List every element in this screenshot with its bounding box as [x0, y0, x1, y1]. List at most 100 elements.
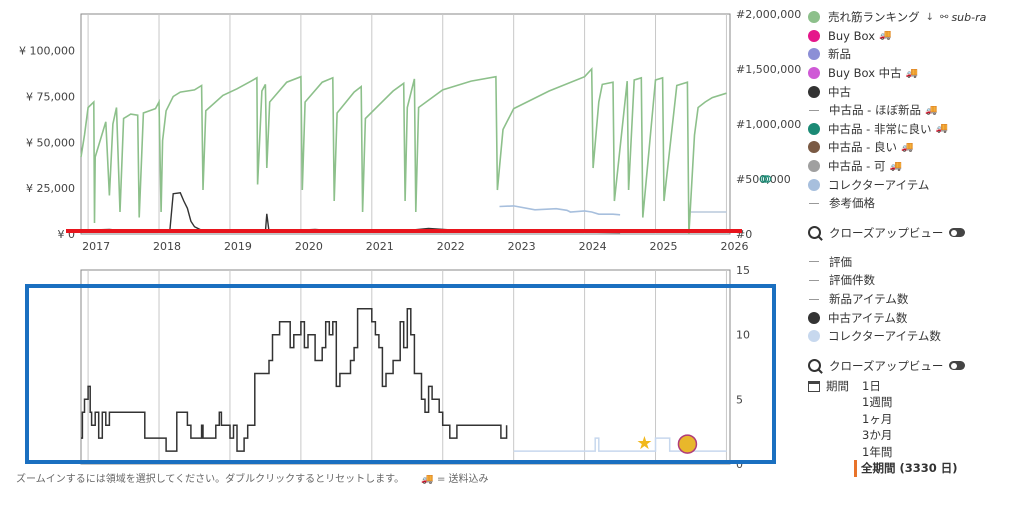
truck-icon: 🚚	[879, 30, 892, 42]
hierarchy-icon[interactable]: ⚯	[940, 11, 949, 23]
legend-item[interactable]: 中古品 - 可 🚚	[808, 157, 1018, 176]
legend-dash-icon	[809, 261, 819, 263]
bottom-plot-frame	[80, 269, 731, 465]
top-chart-grid	[80, 13, 731, 235]
legend-label: 中古品 - 良い	[828, 140, 897, 155]
x-tick-label: 2019	[224, 240, 252, 253]
y-count-tick-label: 10	[736, 329, 750, 342]
period-option[interactable]: 3か月	[862, 428, 893, 442]
period-option[interactable]: 1週間	[862, 395, 893, 409]
y-right-tick-label: #1,000,000	[736, 118, 801, 131]
legend-dash-icon	[809, 202, 819, 204]
closeup-label: クローズアップビュー	[829, 225, 944, 240]
y-count-tick-label: 15	[736, 264, 750, 277]
legend-item[interactable]: 新品	[808, 45, 1018, 64]
legend-label: 参考価格	[829, 196, 875, 211]
rank-line	[499, 205, 621, 216]
legend-label: 中古アイテム数	[828, 310, 908, 325]
legend-dot-icon	[808, 160, 820, 173]
bottom-chart-grid	[80, 269, 731, 465]
star-eyes-emoji-icon	[677, 434, 698, 454]
period-option[interactable]: 1ヶ月	[862, 411, 893, 426]
legend-dot-icon	[808, 122, 820, 135]
legend-item[interactable]: 評価件数	[808, 271, 1018, 290]
truck-icon: 🚚	[924, 104, 938, 116]
legend-item[interactable]: 参考価格	[808, 194, 1018, 213]
legend-item[interactable]: 中古品 - 非常に良い 🚚	[808, 120, 1018, 139]
subcategory-rank-label[interactable]: sub-ra	[951, 10, 987, 24]
legend-item[interactable]: Buy Box 中古 🚚	[808, 64, 1018, 83]
legend-item[interactable]: 売れ筋ランキング ↓ ⚯ sub-ra	[808, 8, 1018, 27]
x-tick-label: 2021	[366, 240, 394, 253]
legend-item[interactable]: 中古	[808, 82, 1018, 101]
legend-item[interactable]: コレクターアイテム数	[808, 327, 1018, 346]
bottom-chart-series	[81, 308, 727, 452]
closeup-toggle-row-2[interactable]: クローズアップビュー	[808, 356, 1018, 376]
legend-item[interactable]: コレクターアイテム	[808, 175, 1018, 194]
truck-icon: 🚚	[889, 160, 902, 172]
rank-line	[80, 66, 727, 235]
x-tick-label: 2018	[153, 240, 181, 253]
x-tick-label: 2020	[295, 240, 323, 253]
toggle-switch-icon[interactable]	[949, 361, 966, 370]
legend-label: コレクターアイテム数	[828, 329, 941, 344]
y-count-tick-label: 5	[736, 393, 743, 406]
legend-item[interactable]: 中古品 - 良い 🚚	[808, 138, 1018, 157]
legend-label: 中古品 - 非常に良い	[828, 121, 932, 136]
footer-hint: ズームインするには領域を選択してください。ダブルクリックするとリセットします。 …	[16, 470, 489, 485]
legend-label: 中古品 - 可	[828, 159, 886, 174]
legend-dot-icon	[808, 330, 820, 343]
y-right-tick-label: #500,000	[736, 173, 791, 186]
y-left-tick-label: ¥ 100,000	[19, 45, 75, 58]
period-options: 1日 1週間 1ヶ月 3か月 1年間 全期間 (3330 日)	[854, 378, 958, 477]
zoom-hint-text: ズームインするには領域を選択してください。ダブルクリックするとリセットします。	[16, 474, 405, 485]
legend-item[interactable]: Buy Box 🚚	[808, 27, 1018, 46]
x-tick-label: 2025	[650, 240, 678, 253]
y-right-tick-label: #1,500,000	[736, 63, 801, 76]
legend-label: 中古	[828, 84, 851, 99]
legend-count-list: 評価評価件数新品アイテム数 中古アイテム数コレクターアイテム数	[808, 253, 1018, 346]
period-option[interactable]: 1日	[862, 378, 881, 393]
period-option[interactable]: 全期間 (3330 日)	[854, 460, 958, 477]
y-right-tick-label: #2,000,000	[736, 8, 801, 21]
legend-label: 中古品 - ほぼ新品	[829, 103, 921, 118]
x-tick-label: 2022	[437, 240, 465, 253]
x-tick-label: 2023	[508, 240, 536, 253]
legend-dot-icon	[808, 67, 820, 80]
rank-marker	[759, 175, 768, 183]
sort-icon[interactable]: ↓	[925, 11, 935, 23]
annotation-overlay: ★	[25, 175, 776, 464]
legend-panel: 売れ筋ランキング ↓ ⚯ sub-ra Buy Box 🚚 新品 Buy Box 中古 🚚 中古中…	[808, 8, 1018, 477]
closeup-toggle-row[interactable]: クローズアップビュー	[808, 223, 1018, 243]
star-icon: ★	[636, 433, 652, 454]
legend-dash-icon	[809, 279, 819, 281]
legend-label: Buy Box 中古	[828, 66, 902, 81]
legend-dot-icon	[808, 311, 820, 324]
legend-label: Buy Box	[828, 28, 876, 43]
legend-label: 評価件数	[829, 273, 875, 288]
rank-marker	[761, 175, 770, 183]
truck-icon: 🚚	[900, 141, 914, 153]
legend-dot-icon	[808, 29, 820, 42]
legend-dash-icon	[809, 298, 819, 300]
legend-item[interactable]: 中古アイテム数	[808, 308, 1018, 327]
legend-label: コレクターアイテム	[828, 177, 930, 192]
legend-label: 評価	[829, 254, 852, 269]
truck-icon: 🚚	[935, 123, 948, 135]
y-left-tick-label: ¥ 50,000	[26, 136, 75, 149]
y-left-tick-label: ¥ 25,000	[26, 182, 75, 195]
top-chart-series	[80, 66, 727, 235]
period-option[interactable]: 1年間	[862, 444, 893, 459]
closeup-label-2: クローズアップビュー	[829, 358, 944, 373]
y-left-tick-label: ¥ 75,000	[26, 91, 75, 104]
y-count-tick-label: 0	[736, 458, 743, 471]
toggle-switch-icon[interactable]	[949, 228, 966, 238]
blue-highlight-box	[25, 284, 776, 464]
search-icon	[808, 359, 821, 372]
truck-icon: 🚚	[905, 67, 919, 79]
legend-item[interactable]: 評価	[808, 253, 1018, 272]
truck-icon: 🚚	[421, 474, 434, 485]
legend-item[interactable]: 中古品 - ほぼ新品 🚚	[808, 101, 1018, 120]
legend-item[interactable]: 新品アイテム数	[808, 290, 1018, 309]
